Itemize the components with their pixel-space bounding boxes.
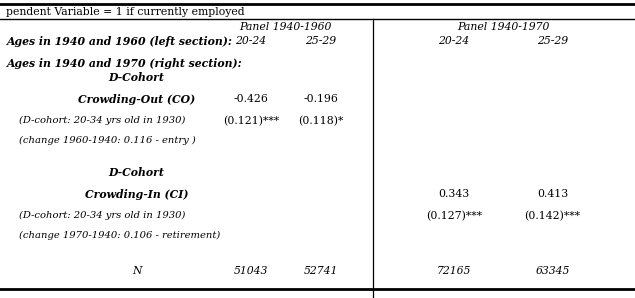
Text: 51043: 51043 — [234, 266, 268, 276]
Text: 20-24: 20-24 — [438, 36, 470, 46]
Text: (0.118)*: (0.118)* — [298, 116, 344, 126]
Text: (D-cohort: 20-34 yrs old in 1930): (D-cohort: 20-34 yrs old in 1930) — [19, 116, 185, 125]
Text: N: N — [132, 266, 141, 276]
Text: Crowding-Out (CO): Crowding-Out (CO) — [78, 94, 195, 105]
Text: 72165: 72165 — [437, 266, 471, 276]
Text: (0.127)***: (0.127)*** — [426, 211, 482, 221]
Text: (D-cohort: 20-34 yrs old in 1930): (D-cohort: 20-34 yrs old in 1930) — [19, 211, 185, 220]
Text: (0.121)***: (0.121)*** — [223, 116, 279, 126]
Text: Crowding-In (CI): Crowding-In (CI) — [85, 189, 188, 200]
Text: Ages in 1940 and 1970 (right section):: Ages in 1940 and 1970 (right section): — [6, 58, 242, 69]
Text: (0.142)***: (0.142)*** — [525, 211, 580, 221]
Text: Panel 1940-1970: Panel 1940-1970 — [457, 22, 549, 32]
Text: (change 1960-1940: 0.116 - entry ): (change 1960-1940: 0.116 - entry ) — [19, 136, 196, 145]
Text: -0.426: -0.426 — [234, 94, 268, 104]
Text: D-Cohort: D-Cohort — [109, 167, 164, 178]
Text: 25-29: 25-29 — [537, 36, 568, 46]
Text: 63345: 63345 — [535, 266, 570, 276]
Text: 0.343: 0.343 — [438, 189, 470, 199]
Text: D-Cohort: D-Cohort — [109, 72, 164, 83]
Text: (change 1970-1940: 0.106 - retirement): (change 1970-1940: 0.106 - retirement) — [19, 231, 220, 240]
Text: 25-29: 25-29 — [305, 36, 337, 46]
Text: -0.196: -0.196 — [304, 94, 338, 104]
Text: Panel 1940-1960: Panel 1940-1960 — [239, 22, 332, 32]
Text: 0.413: 0.413 — [537, 189, 568, 199]
Text: 20-24: 20-24 — [235, 36, 267, 46]
Text: pendent Variable = 1 if currently employed: pendent Variable = 1 if currently employ… — [6, 7, 245, 17]
Text: 52741: 52741 — [304, 266, 338, 276]
Text: Ages in 1940 and 1960 (left section):: Ages in 1940 and 1960 (left section): — [6, 36, 232, 47]
